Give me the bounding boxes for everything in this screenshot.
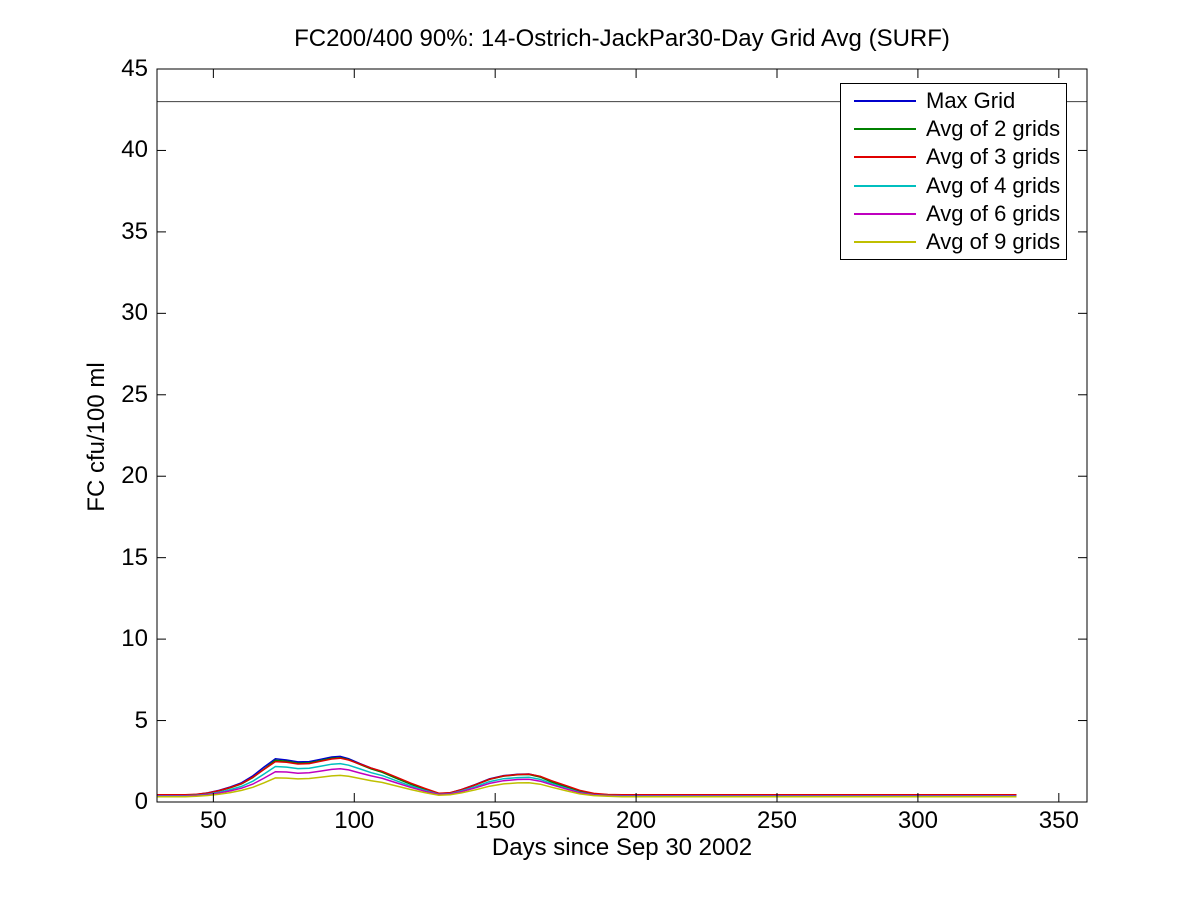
legend-line-swatch bbox=[854, 100, 916, 103]
legend-item: Max Grid bbox=[841, 87, 1066, 115]
legend-label: Avg of 4 grids bbox=[926, 172, 1061, 198]
y-tick-label: 25 bbox=[121, 380, 148, 408]
legend-label: Avg of 3 grids bbox=[926, 144, 1061, 170]
y-tick-label: 40 bbox=[121, 136, 148, 164]
series-line-avg-of-4-grids bbox=[157, 762, 1017, 797]
legend-line-swatch bbox=[854, 128, 916, 131]
y-tick-label: 5 bbox=[134, 706, 148, 734]
legend-item: Avg of 9 grids bbox=[841, 228, 1066, 256]
y-tick-label: 15 bbox=[121, 543, 148, 571]
y-tick-label: 35 bbox=[121, 217, 148, 245]
x-tick-label: 250 bbox=[756, 807, 798, 834]
legend-item: Avg of 4 grids bbox=[841, 172, 1066, 200]
legend-item: Avg of 3 grids bbox=[841, 143, 1066, 171]
legend-label: Avg of 9 grids bbox=[926, 228, 1061, 254]
y-tick-label: 20 bbox=[121, 462, 148, 490]
x-tick-label: 200 bbox=[616, 807, 657, 834]
legend-line-swatch bbox=[854, 184, 916, 187]
x-tick-label: 100 bbox=[334, 807, 375, 834]
legend-line-swatch bbox=[854, 240, 916, 243]
y-tick-label: 0 bbox=[134, 788, 148, 815]
y-tick-label: 10 bbox=[121, 625, 148, 653]
y-axis-label: FC cfu/100 ml bbox=[83, 362, 110, 512]
x-tick-label: 150 bbox=[475, 807, 516, 834]
x-axis-label: Days since Sep 30 2002 bbox=[491, 834, 753, 861]
x-tick-label: 300 bbox=[897, 807, 938, 834]
legend-item: Avg of 2 grids bbox=[841, 115, 1066, 143]
legend-line-swatch bbox=[854, 156, 916, 159]
legend: Max Grid Avg of 2 grids Avg of 3 grids Avg … bbox=[840, 83, 1067, 260]
legend-label: Max Grid bbox=[926, 88, 1016, 114]
legend-item: Avg of 6 grids bbox=[841, 200, 1066, 228]
legend-label: Avg of 6 grids bbox=[926, 200, 1061, 226]
y-tick-label: 45 bbox=[121, 55, 148, 82]
series-line-avg-of-9-grids bbox=[157, 774, 1017, 798]
y-tick-label: 30 bbox=[121, 299, 148, 327]
chart-title: FC200/400 90%: 14-Ostrich-JackPar30-Day … bbox=[294, 25, 950, 52]
x-tick-label: 350 bbox=[1038, 807, 1079, 834]
series-line-avg-of-2-grids bbox=[157, 756, 1017, 797]
legend-line-swatch bbox=[854, 212, 916, 215]
plot-frame bbox=[156, 68, 1088, 803]
legend-label: Avg of 2 grids bbox=[926, 116, 1061, 142]
x-tick-label: 50 bbox=[200, 807, 227, 834]
series-line-avg-of-3-grids bbox=[157, 757, 1017, 796]
